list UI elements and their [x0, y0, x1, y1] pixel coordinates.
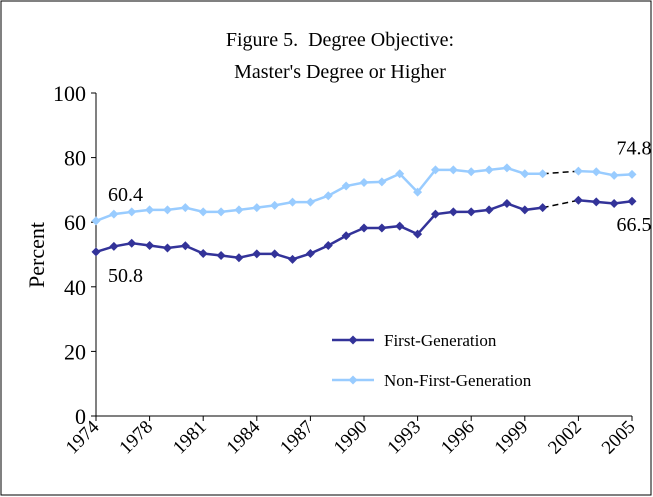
data-point — [609, 198, 619, 208]
data-point — [538, 169, 548, 179]
data-point — [484, 205, 494, 215]
legend-label: First-Generation — [384, 331, 497, 350]
data-point — [288, 254, 298, 264]
y-tick-label: 20 — [64, 339, 86, 364]
data-point — [198, 207, 208, 217]
data-point — [591, 167, 601, 177]
data-point — [109, 241, 119, 251]
data-point — [341, 231, 351, 241]
data-point — [109, 209, 119, 219]
data-point — [270, 249, 280, 259]
y-tick-label: 0 — [75, 404, 86, 429]
data-point — [466, 207, 476, 217]
data-point — [448, 165, 458, 175]
data-point — [145, 240, 155, 250]
data-point — [395, 169, 405, 179]
data-label: 60.4 — [108, 184, 143, 206]
data-point — [430, 209, 440, 219]
data-point — [216, 250, 226, 260]
data-point — [395, 221, 405, 231]
data-point — [609, 170, 619, 180]
data-point — [180, 203, 190, 213]
chart-title: Figure 5. Degree Objective: — [226, 29, 454, 51]
data-point — [341, 181, 351, 191]
data-label: 66.5 — [617, 214, 652, 236]
data-point — [359, 177, 369, 187]
data-point — [288, 197, 298, 207]
legend-label: Non-First-Generation — [384, 371, 532, 390]
y-tick-label: 60 — [64, 210, 86, 235]
data-label: 50.8 — [108, 265, 143, 287]
chart-title: Master's Degree or Higher — [234, 61, 446, 83]
data-point — [162, 243, 172, 253]
data-point — [323, 191, 333, 201]
data-point — [162, 205, 172, 215]
data-point — [234, 253, 244, 263]
legend-marker — [348, 335, 358, 345]
data-point — [448, 207, 458, 217]
data-point — [591, 197, 601, 207]
y-axis-title: Percent — [24, 222, 49, 288]
data-point — [91, 216, 101, 226]
data-point — [198, 249, 208, 259]
data-point — [377, 177, 387, 187]
data-point — [413, 187, 423, 197]
data-point — [538, 203, 548, 213]
data-point — [234, 205, 244, 215]
data-point — [627, 196, 637, 206]
data-point — [430, 165, 440, 175]
data-point — [252, 203, 262, 213]
data-point — [520, 169, 530, 179]
data-point — [627, 169, 637, 179]
y-tick-label: 80 — [64, 146, 86, 171]
data-point — [502, 163, 512, 173]
legend-marker — [348, 375, 358, 385]
data-point — [377, 223, 387, 233]
data-point — [573, 195, 583, 205]
data-point — [323, 240, 333, 250]
series-line — [578, 169, 633, 177]
y-tick-label: 100 — [53, 81, 86, 106]
gap-connector — [542, 199, 579, 209]
data-point — [91, 247, 101, 257]
gap-connector — [542, 170, 579, 175]
data-point — [484, 165, 494, 175]
data-point — [413, 229, 423, 239]
data-point — [466, 167, 476, 177]
data-point — [216, 207, 226, 217]
data-point — [305, 249, 315, 259]
data-label: 74.8 — [617, 137, 652, 159]
series-line — [578, 198, 633, 205]
data-point — [502, 198, 512, 208]
data-point — [145, 205, 155, 215]
data-point — [252, 249, 262, 259]
data-point — [359, 223, 369, 233]
data-point — [305, 197, 315, 207]
data-point — [520, 205, 530, 215]
data-point — [180, 241, 190, 251]
data-point — [127, 207, 137, 217]
data-point — [573, 166, 583, 176]
data-point — [127, 238, 137, 248]
y-tick-label: 40 — [64, 275, 86, 300]
data-point — [270, 200, 280, 210]
